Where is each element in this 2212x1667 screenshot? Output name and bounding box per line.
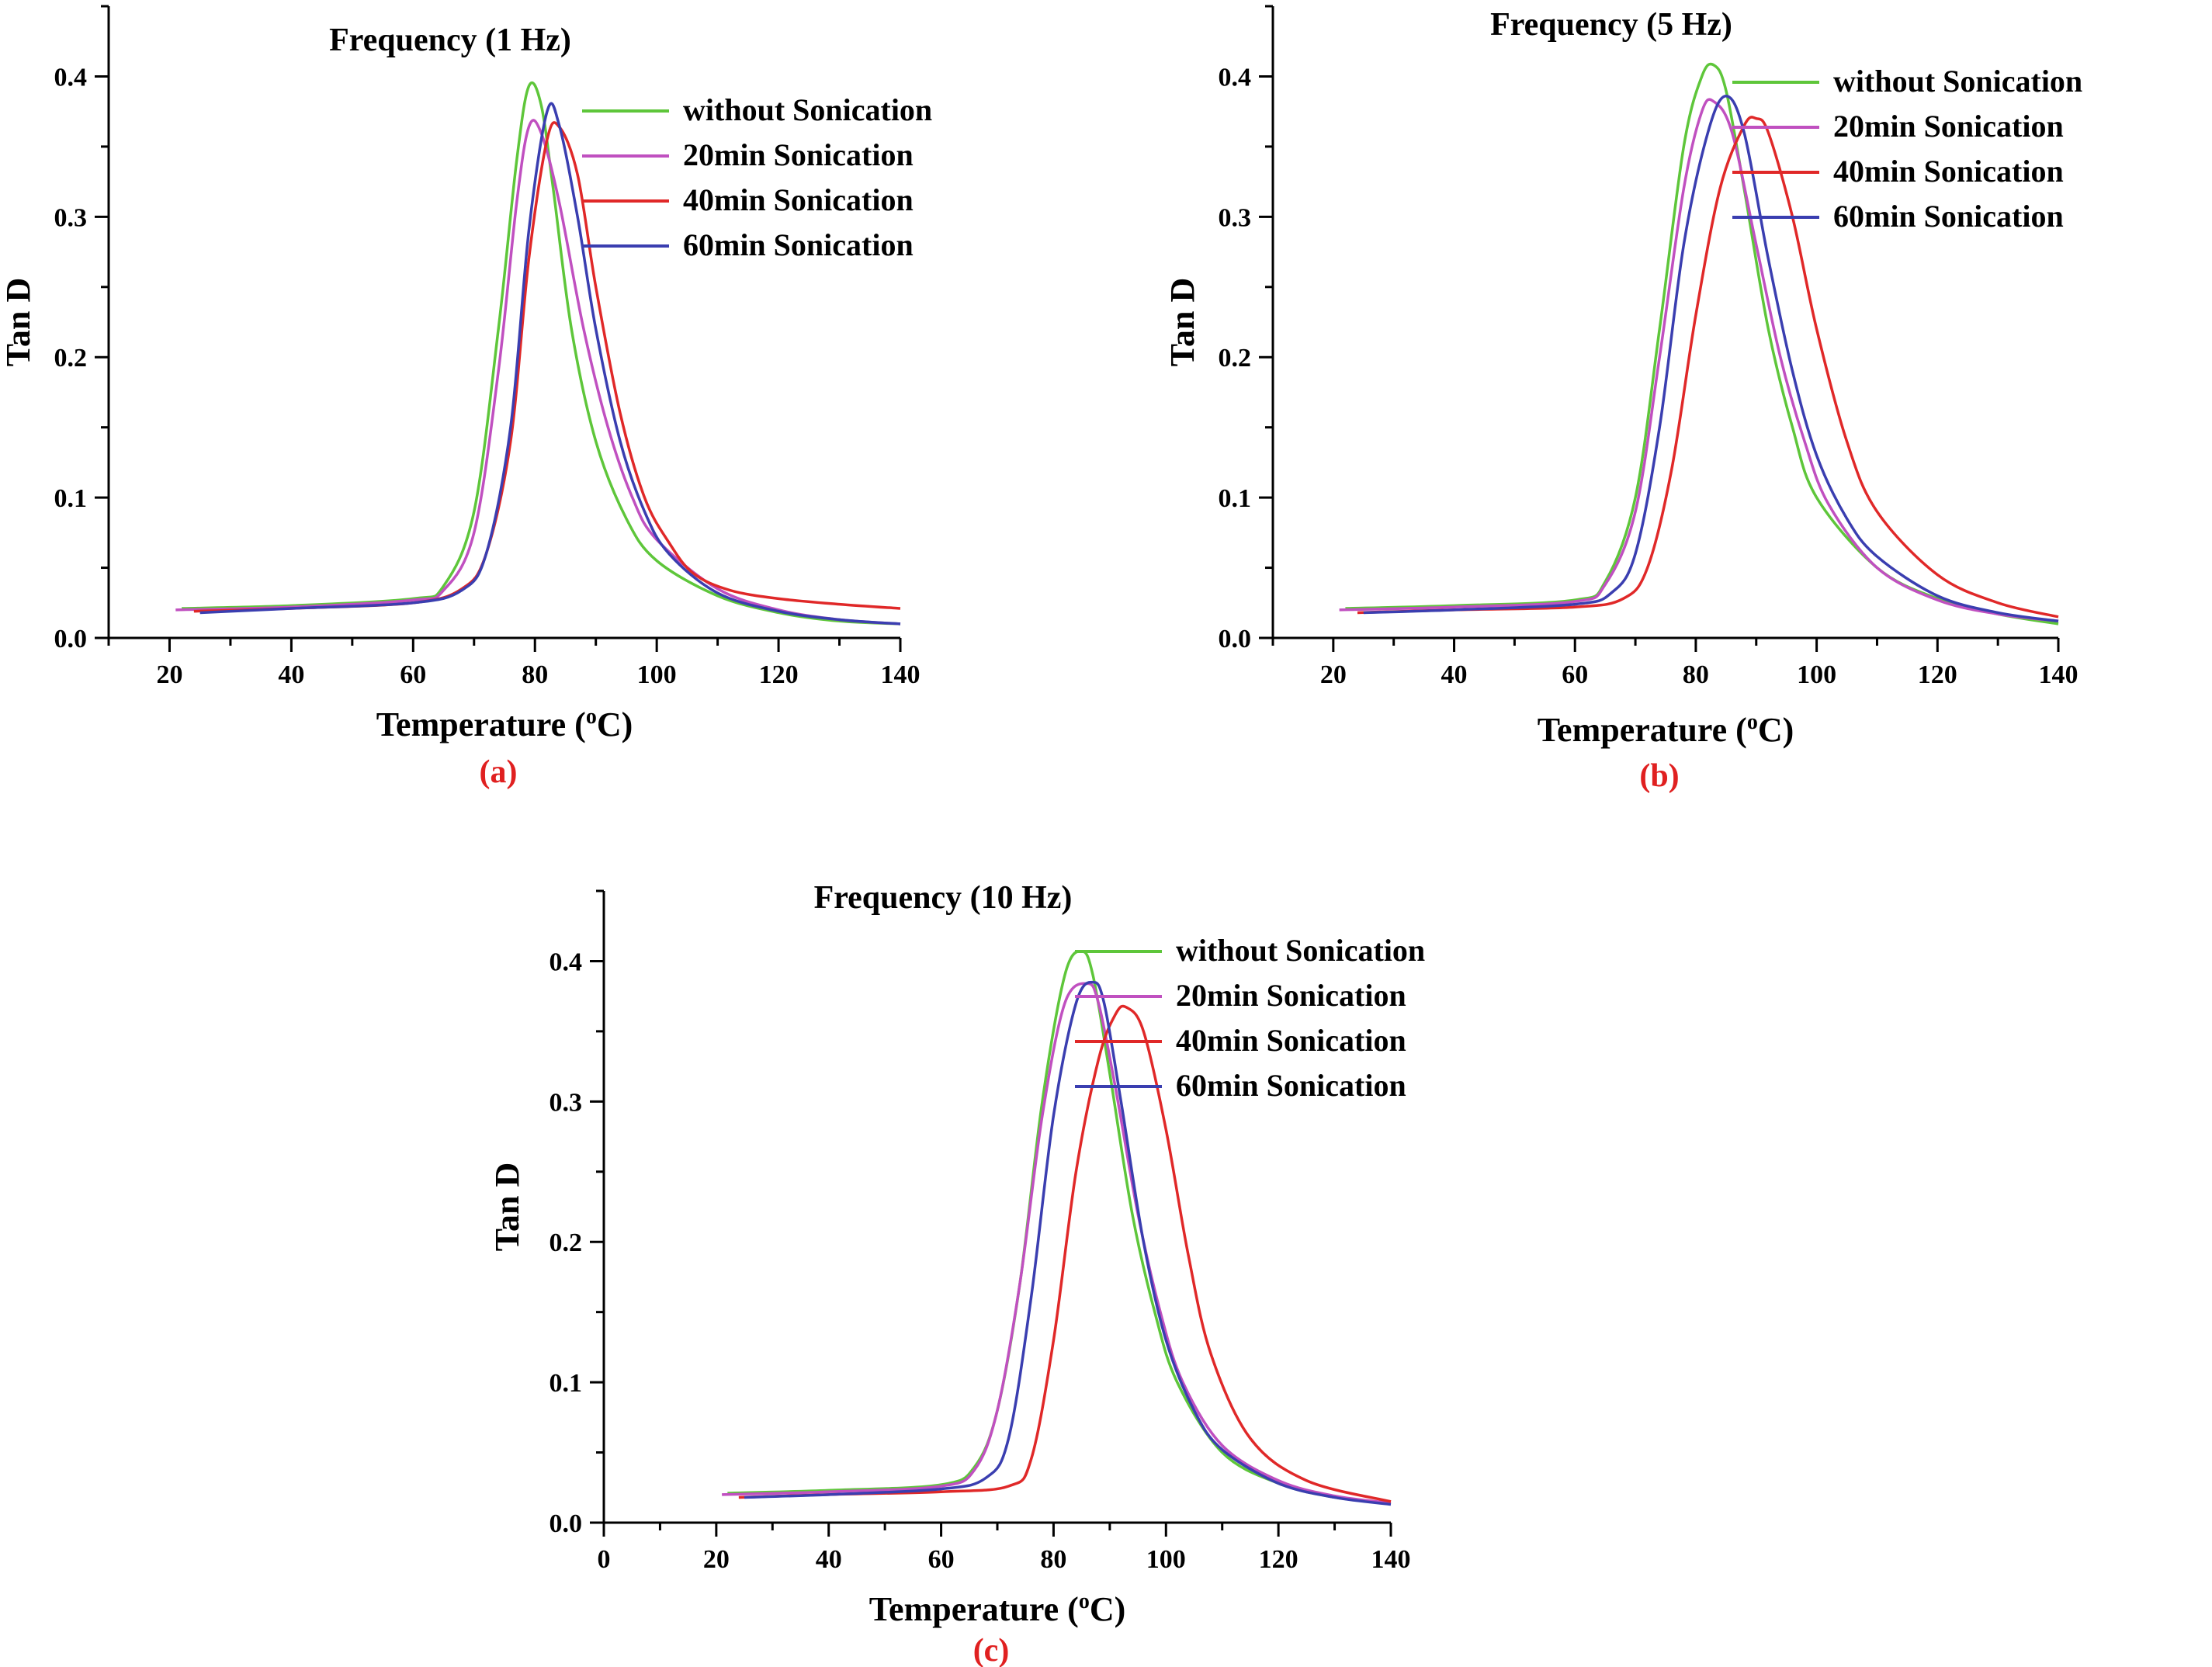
x-tick-label: 20: [156, 660, 182, 689]
x-axis-label-degree: o: [586, 705, 597, 729]
x-tick-label: 60: [1562, 660, 1588, 689]
x-tick-label: 20: [703, 1545, 730, 1574]
x-axis-label-unit: C): [1090, 1590, 1125, 1628]
legend-label: 40min Sonication: [1176, 1023, 1406, 1058]
y-tick-label: 0.3: [550, 1088, 583, 1117]
series-line-2: [1339, 98, 2059, 623]
y-tick-label: 0.0: [54, 625, 88, 653]
y-tick-label: 0.0: [1219, 625, 1252, 653]
legend-label: 20min Sonication: [683, 137, 914, 172]
x-axis-label-text: Temperature (: [376, 705, 586, 743]
panel-label: (a): [480, 754, 518, 790]
x-tick-label: 100: [637, 660, 677, 689]
chart-panel-1: 20 40 60 80 100 120 140 0.0 0.1 0.2 0.3 0.4 Frequenc…: [0, 5, 932, 790]
x-tick-label: 140: [881, 660, 921, 689]
legend: without Sonication 20min Sonication 40min …: [582, 92, 932, 262]
legend-label: without Sonication: [683, 92, 932, 127]
series-line-4: [199, 102, 901, 626]
series-line-3: [738, 1004, 1392, 1503]
chart-panel-3: 0 20 40 60 80 100 120 140 0.0 0.1 0.2 0.3 0.4 Frequen…: [488, 880, 1425, 1667]
x-tick-label: 80: [1040, 1545, 1066, 1574]
y-tick-label: 0.2: [1219, 344, 1252, 373]
y-tick-label: 0.4: [1219, 63, 1252, 92]
x-tick-label: 100: [1146, 1545, 1186, 1574]
legend-label: 60min Sonication: [1833, 199, 2064, 234]
x-tick-label: 100: [1797, 660, 1836, 689]
x-tick-label: 40: [816, 1545, 842, 1574]
chart-title: Frequency (5 Hz): [1490, 7, 1732, 43]
chart-panel-2: 20 40 60 80 100 120 140 0.0 0.1 0.2 0.3 0.4 Frequenc…: [1163, 5, 2082, 794]
series-line-4: [1363, 95, 2059, 623]
x-tick-label: 80: [1683, 660, 1709, 689]
x-tick-label: 40: [1441, 660, 1468, 689]
x-tick-label: 80: [522, 660, 548, 689]
chart-title: Frequency (10 Hz): [814, 880, 1073, 916]
legend-label: without Sonication: [1833, 64, 2082, 99]
y-tick-label: 0.3: [1219, 203, 1252, 232]
series-line-1: [1345, 62, 2059, 626]
x-axis-label-text: Temperature (: [1538, 711, 1747, 749]
series-line-4: [744, 980, 1392, 1506]
legend-label: 20min Sonication: [1833, 109, 2064, 144]
legend-label: 60min Sonication: [1176, 1068, 1406, 1103]
panel-label: (b): [1639, 758, 1679, 794]
panel-label: (c): [973, 1633, 1010, 1667]
y-axis-label: Tan D: [0, 278, 37, 367]
y-tick-label: 0.2: [550, 1229, 583, 1257]
x-tick-label: 20: [1320, 660, 1347, 689]
x-tick-label: 0: [598, 1545, 611, 1574]
x-tick-label: 60: [400, 660, 426, 689]
legend-label: 20min Sonication: [1176, 978, 1406, 1013]
series-line-1: [182, 81, 901, 626]
y-tick-label: 0.1: [1219, 484, 1252, 513]
y-tick-label: 0.0: [550, 1509, 583, 1538]
x-axis-label-degree: o: [1747, 710, 1758, 734]
x-tick-label: 60: [928, 1545, 955, 1574]
y-tick-label: 0.1: [550, 1369, 583, 1398]
series-line-2: [722, 982, 1392, 1505]
legend: without Sonication 20min Sonication 40min …: [1732, 64, 2082, 234]
x-tick-label: 140: [1371, 1545, 1411, 1574]
legend-label: 40min Sonication: [1833, 154, 2064, 189]
legend-label: without Sonication: [1176, 933, 1425, 968]
series-line-3: [1357, 116, 2059, 619]
y-tick-label: 0.1: [54, 484, 88, 513]
y-axis-label: Tan D: [1163, 278, 1201, 367]
x-tick-label: 120: [1259, 1545, 1298, 1574]
legend: without Sonication 20min Sonication 40min …: [1075, 933, 1425, 1103]
chart-title: Frequency (1 Hz): [329, 23, 571, 58]
x-axis-label: Temperature (oC): [1538, 710, 1794, 749]
y-tick-label: 0.2: [54, 344, 88, 373]
x-axis-label: Temperature (oC): [869, 1589, 1126, 1628]
x-axis-label-text: Temperature (: [869, 1590, 1079, 1628]
y-tick-label: 0.4: [550, 948, 583, 976]
x-tick-label: 40: [278, 660, 304, 689]
x-axis-label-unit: C): [1758, 711, 1794, 749]
y-tick-label: 0.4: [54, 63, 88, 92]
legend-label: 40min Sonication: [683, 182, 914, 217]
x-axis-label: Temperature (oC): [376, 705, 633, 743]
x-tick-label: 120: [1918, 660, 1957, 689]
x-tick-label: 140: [2039, 660, 2079, 689]
x-axis-label-degree: o: [1079, 1589, 1090, 1613]
legend-label: 60min Sonication: [683, 227, 914, 262]
y-axis-label: Tan D: [488, 1163, 526, 1252]
x-axis-label-unit: C): [597, 705, 633, 743]
x-tick-label: 120: [759, 660, 799, 689]
y-tick-label: 0.3: [54, 203, 88, 232]
